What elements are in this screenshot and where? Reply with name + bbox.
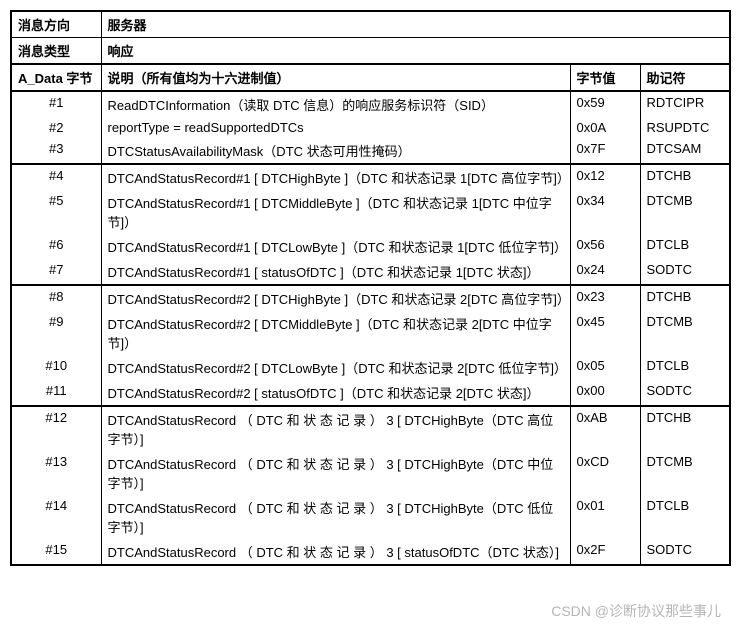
- value-cell: 0xCD: [570, 451, 640, 495]
- col-hdr-byte: A_Data 字节: [11, 64, 101, 91]
- mnemonic-cell: DTCLB: [640, 495, 730, 539]
- desc-cell: ReadDTCInformation（读取 DTC 信息）的响应服务标识符（SI…: [101, 91, 570, 117]
- byte-cell: #15: [11, 539, 101, 565]
- value-cell: 0x2F: [570, 539, 640, 565]
- meta-row-type: 消息类型响应: [11, 38, 730, 65]
- desc-cell: DTCAndStatusRecord#2 [ DTCHighByte ]（DTC…: [101, 285, 570, 311]
- mnemonic-cell: DTCMB: [640, 190, 730, 234]
- byte-cell: #11: [11, 380, 101, 406]
- mnemonic-cell: DTCSAM: [640, 138, 730, 164]
- table-row: #5DTCAndStatusRecord#1 [ DTCMiddleByte ]…: [11, 190, 730, 234]
- value-cell: 0x45: [570, 311, 640, 355]
- byte-cell: #3: [11, 138, 101, 164]
- table-row: #8DTCAndStatusRecord#2 [ DTCHighByte ]（D…: [11, 285, 730, 311]
- value-cell: 0x0A: [570, 117, 640, 138]
- byte-cell: #13: [11, 451, 101, 495]
- value-cell: 0x23: [570, 285, 640, 311]
- desc-cell: DTCAndStatusRecord （ DTC 和 状 态 记 录 ） 3 […: [101, 406, 570, 451]
- desc-cell: DTCAndStatusRecord#2 [ statusOfDTC ]（DTC…: [101, 380, 570, 406]
- table-row: #3DTCStatusAvailabilityMask（DTC 状态可用性掩码）…: [11, 138, 730, 164]
- type-value: 响应: [101, 38, 730, 65]
- value-cell: 0x01: [570, 495, 640, 539]
- value-cell: 0x7F: [570, 138, 640, 164]
- table-row: #13DTCAndStatusRecord （ DTC 和 状 态 记 录 ） …: [11, 451, 730, 495]
- col-hdr-desc: 说明（所有值均为十六进制值）: [101, 64, 570, 91]
- byte-cell: #14: [11, 495, 101, 539]
- table-row: #15DTCAndStatusRecord （ DTC 和 状 态 记 录 ） …: [11, 539, 730, 565]
- table-row: #14DTCAndStatusRecord （ DTC 和 状 态 记 录 ） …: [11, 495, 730, 539]
- byte-cell: #10: [11, 355, 101, 380]
- value-cell: 0xAB: [570, 406, 640, 451]
- desc-cell: DTCAndStatusRecord#2 [ DTCLowByte ]（DTC …: [101, 355, 570, 380]
- mnemonic-cell: SODTC: [640, 259, 730, 285]
- value-cell: 0x56: [570, 234, 640, 259]
- column-header-row: A_Data 字节说明（所有值均为十六进制值）字节值助记符: [11, 64, 730, 91]
- desc-cell: DTCAndStatusRecord#2 [ DTCMiddleByte ]（D…: [101, 311, 570, 355]
- mnemonic-cell: RSUPDTC: [640, 117, 730, 138]
- desc-cell: DTCAndStatusRecord#1 [ DTCLowByte ]（DTC …: [101, 234, 570, 259]
- mnemonic-cell: DTCHB: [640, 164, 730, 190]
- table-row: #9DTCAndStatusRecord#2 [ DTCMiddleByte ]…: [11, 311, 730, 355]
- table-row: #4DTCAndStatusRecord#1 [ DTCHighByte ]（D…: [11, 164, 730, 190]
- value-cell: 0x59: [570, 91, 640, 117]
- mnemonic-cell: DTCLB: [640, 234, 730, 259]
- col-hdr-mnemonic: 助记符: [640, 64, 730, 91]
- byte-cell: #7: [11, 259, 101, 285]
- table-row: #2reportType = readSupportedDTCs0x0ARSUP…: [11, 117, 730, 138]
- meta-row-direction: 消息方向服务器: [11, 11, 730, 38]
- byte-cell: #6: [11, 234, 101, 259]
- byte-cell: #9: [11, 311, 101, 355]
- value-cell: 0x00: [570, 380, 640, 406]
- table-row: #1ReadDTCInformation（读取 DTC 信息）的响应服务标识符（…: [11, 91, 730, 117]
- desc-cell: DTCAndStatusRecord#1 [ statusOfDTC ]（DTC…: [101, 259, 570, 285]
- mnemonic-cell: DTCHB: [640, 285, 730, 311]
- table-row: #10DTCAndStatusRecord#2 [ DTCLowByte ]（D…: [11, 355, 730, 380]
- value-cell: 0x05: [570, 355, 640, 380]
- table-row: #11DTCAndStatusRecord#2 [ statusOfDTC ]（…: [11, 380, 730, 406]
- type-label: 消息类型: [11, 38, 101, 65]
- mnemonic-cell: DTCHB: [640, 406, 730, 451]
- byte-cell: #4: [11, 164, 101, 190]
- table-row: #12DTCAndStatusRecord （ DTC 和 状 态 记 录 ） …: [11, 406, 730, 451]
- direction-value: 服务器: [101, 11, 730, 38]
- mnemonic-cell: SODTC: [640, 380, 730, 406]
- mnemonic-cell: SODTC: [640, 539, 730, 565]
- watermark-text: CSDN @诊断协议那些事儿: [551, 601, 721, 621]
- table-row: #7DTCAndStatusRecord#1 [ statusOfDTC ]（D…: [11, 259, 730, 285]
- desc-cell: DTCStatusAvailabilityMask（DTC 状态可用性掩码）: [101, 138, 570, 164]
- value-cell: 0x34: [570, 190, 640, 234]
- desc-cell: DTCAndStatusRecord （ DTC 和 状 态 记 录 ） 3 […: [101, 539, 570, 565]
- value-cell: 0x24: [570, 259, 640, 285]
- value-cell: 0x12: [570, 164, 640, 190]
- byte-cell: #5: [11, 190, 101, 234]
- col-hdr-value: 字节值: [570, 64, 640, 91]
- mnemonic-cell: DTCMB: [640, 451, 730, 495]
- direction-label: 消息方向: [11, 11, 101, 38]
- mnemonic-cell: DTCMB: [640, 311, 730, 355]
- mnemonic-cell: DTCLB: [640, 355, 730, 380]
- byte-cell: #1: [11, 91, 101, 117]
- byte-cell: #12: [11, 406, 101, 451]
- desc-cell: DTCAndStatusRecord （ DTC 和 状 态 记 录 ） 3 […: [101, 451, 570, 495]
- byte-cell: #2: [11, 117, 101, 138]
- dtc-response-table: 消息方向服务器消息类型响应A_Data 字节说明（所有值均为十六进制值）字节值助…: [10, 10, 731, 566]
- desc-cell: DTCAndStatusRecord （ DTC 和 状 态 记 录 ） 3 […: [101, 495, 570, 539]
- desc-cell: DTCAndStatusRecord#1 [ DTCMiddleByte ]（D…: [101, 190, 570, 234]
- desc-cell: reportType = readSupportedDTCs: [101, 117, 570, 138]
- mnemonic-cell: RDTCIPR: [640, 91, 730, 117]
- byte-cell: #8: [11, 285, 101, 311]
- table-row: #6DTCAndStatusRecord#1 [ DTCLowByte ]（DT…: [11, 234, 730, 259]
- desc-cell: DTCAndStatusRecord#1 [ DTCHighByte ]（DTC…: [101, 164, 570, 190]
